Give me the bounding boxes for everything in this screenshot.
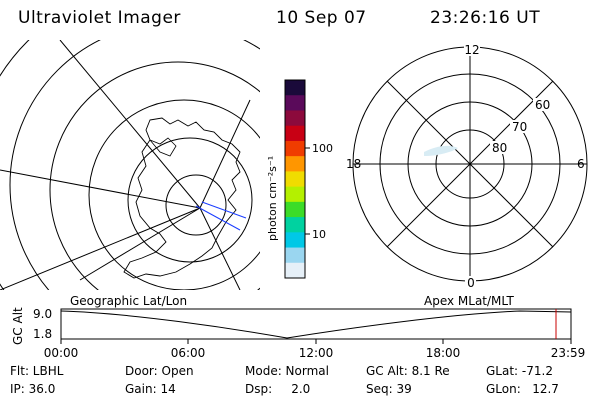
colorbar-unit-label: photon cm⁻²s⁻¹ [266, 156, 279, 241]
mlt-label-18: 18 [346, 157, 361, 171]
track-line [201, 201, 247, 219]
glon-info: GLon: 12.7 [486, 382, 559, 396]
colorbar-segment [285, 140, 305, 157]
lon-line [0, 169, 201, 209]
colorbar-segment [285, 110, 305, 127]
x-tick-label-0000: 00:00 [44, 346, 79, 360]
mlat-label-80: 80 [492, 141, 507, 155]
colorbar-tick-10: 10 [312, 228, 326, 241]
colorbar-segment [285, 262, 305, 279]
mlt-label-12: 12 [464, 43, 479, 57]
lat-circle [0, 40, 30, 290]
colorbar-segment [285, 80, 305, 96]
ip-info: IP: 36.0 [10, 382, 56, 396]
colorbar-segment [285, 95, 305, 111]
label-bg [510, 120, 530, 133]
label-bg [464, 44, 480, 56]
altitude-ytick-top: 9.0 [33, 307, 52, 321]
door-info: Door: Open [125, 364, 194, 378]
mlat-label-60: 60 [535, 98, 550, 112]
x-tick-label-1200: 12:00 [299, 346, 334, 360]
antarctica-coastline [123, 117, 241, 279]
lon-line [199, 207, 241, 290]
altitude-curve [60, 310, 572, 339]
instrument-title: Ultraviolet Imager [18, 8, 181, 28]
colorbar-segment [285, 171, 305, 188]
polar-mlt-plot: 12 0 18 6 60 70 80 [346, 43, 588, 290]
colorbar-segment [285, 247, 305, 264]
dsp-info: Dsp: 2.0 [245, 382, 311, 396]
colorbar-segment [285, 201, 305, 218]
altitude-plot-frame [60, 308, 572, 340]
colorbar-tick-100: 100 [312, 142, 333, 155]
lon-line [199, 99, 251, 209]
lat-circle [49, 61, 260, 290]
mlt-label-6: 6 [577, 157, 585, 171]
time-label: 23:26:16 UT [430, 8, 541, 28]
lat-circle [88, 99, 260, 290]
mlat-label-70: 70 [512, 120, 527, 134]
colorbar: 100 10 photon cm⁻²s⁻¹ [266, 79, 333, 279]
label-bg [465, 276, 476, 288]
aurora-emission [424, 145, 458, 156]
lon-line [0, 207, 201, 290]
colorbar-segment [285, 186, 305, 203]
track-line [195, 205, 241, 231]
lat-circle [127, 137, 253, 263]
x-tick-label-2359: 23:59 [551, 346, 586, 360]
seq-info: Seq: 39 [366, 382, 412, 396]
geographic-map [0, 40, 260, 290]
x-tick-label-0600: 06:00 [171, 346, 206, 360]
gain-info: Gain: 14 [125, 382, 176, 396]
lon-line [59, 40, 201, 209]
label-bg [533, 98, 553, 111]
colorbar-segment [285, 125, 305, 142]
date-label: 10 Sep 07 [276, 8, 367, 28]
x-tick-label-1800: 18:00 [426, 346, 461, 360]
polar-panel-label: Apex MLat/MLT [424, 294, 514, 308]
colorbar-frame [284, 79, 306, 279]
gc-altitude-plot: GC Alt 9.0 1.8 00:00 06:00 12:00 18:00 2… [11, 307, 586, 360]
colorbar-segment [285, 217, 305, 233]
colorbar-segment [285, 232, 305, 249]
filter-info: Flt: LBHL [10, 364, 64, 378]
mlt-label-0: 0 [467, 276, 475, 290]
lon-line [79, 207, 201, 281]
colorbar-segment [285, 156, 305, 172]
altitude-ytick-bottom: 1.8 [33, 327, 52, 341]
mlt-line [386, 80, 554, 248]
ice-shelf [149, 137, 177, 157]
geographic-panel-label: Geographic Lat/Lon [70, 294, 188, 308]
lat-circle [165, 174, 227, 236]
mode-info: Mode: Normal [245, 364, 329, 378]
gc-alt-info: GC Alt: 8.1 Re [366, 364, 450, 378]
lat-circle [9, 40, 260, 290]
label-bg [490, 141, 510, 154]
altitude-ylabel: GC Alt [11, 307, 25, 345]
glat-info: GLat: -71.2 [486, 364, 553, 378]
